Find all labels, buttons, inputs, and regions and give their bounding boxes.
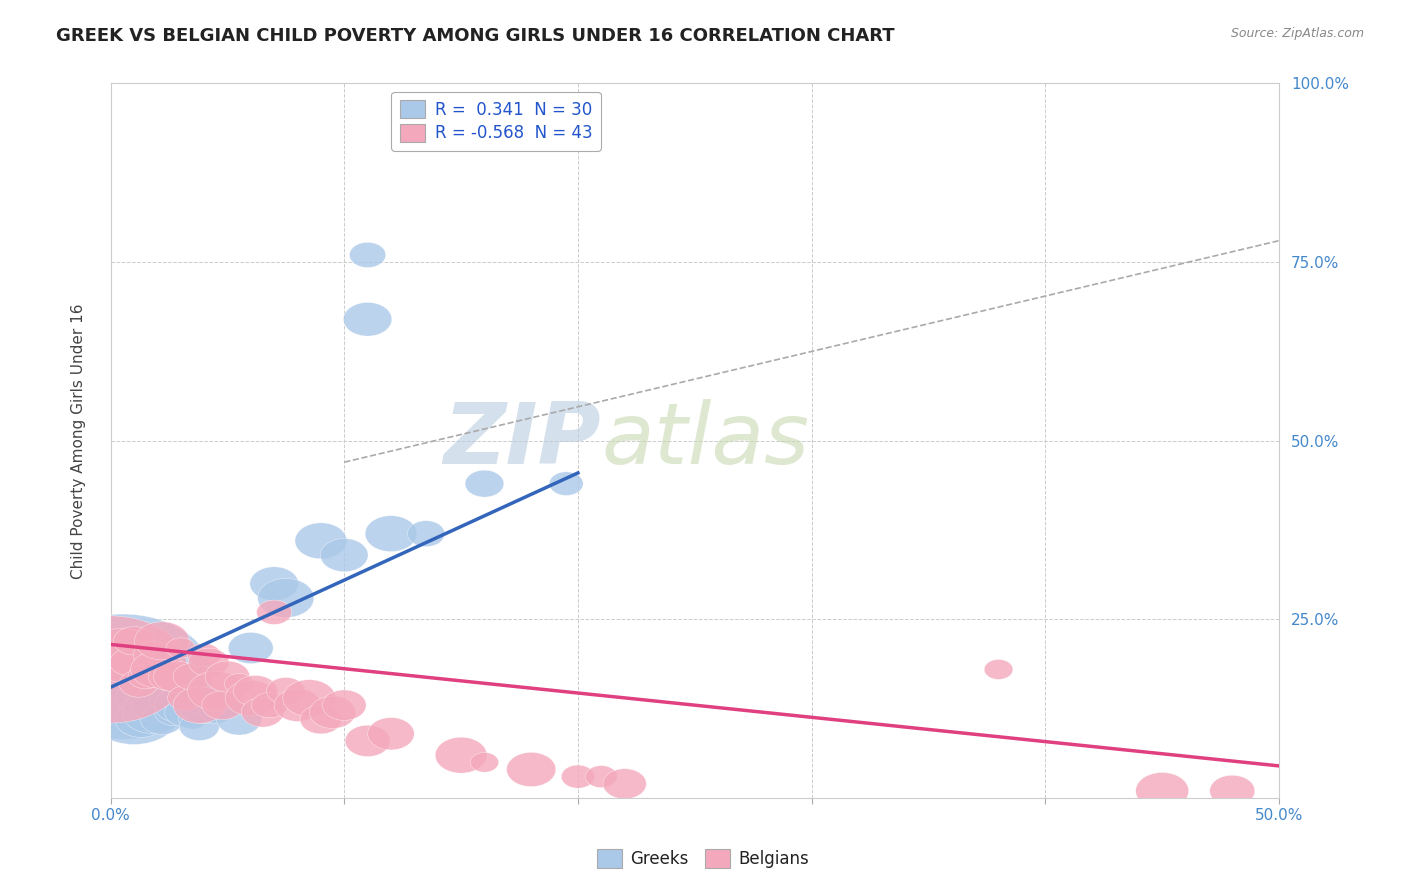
Legend: R =  0.341  N = 30, R = -0.568  N = 43: R = 0.341 N = 30, R = -0.568 N = 43 [391, 92, 600, 151]
Ellipse shape [135, 622, 190, 660]
Ellipse shape [200, 701, 232, 723]
Text: ZIP: ZIP [444, 400, 602, 483]
Ellipse shape [309, 696, 356, 729]
Ellipse shape [173, 687, 225, 723]
Ellipse shape [321, 539, 368, 572]
Ellipse shape [585, 765, 617, 788]
Ellipse shape [211, 694, 243, 716]
Ellipse shape [1136, 772, 1188, 809]
Ellipse shape [155, 699, 193, 725]
Ellipse shape [77, 655, 180, 727]
Ellipse shape [34, 615, 187, 723]
Ellipse shape [257, 578, 314, 617]
Ellipse shape [295, 523, 347, 558]
Ellipse shape [131, 651, 184, 688]
Ellipse shape [122, 691, 183, 733]
Text: GREEK VS BELGIAN CHILD POVERTY AMONG GIRLS UNDER 16 CORRELATION CHART: GREEK VS BELGIAN CHILD POVERTY AMONG GIR… [56, 27, 894, 45]
Ellipse shape [550, 472, 583, 495]
Ellipse shape [125, 691, 166, 719]
Ellipse shape [155, 687, 207, 723]
Ellipse shape [368, 717, 415, 750]
Text: atlas: atlas [602, 400, 810, 483]
Ellipse shape [217, 704, 262, 735]
Ellipse shape [167, 686, 202, 710]
Ellipse shape [132, 688, 183, 723]
Ellipse shape [166, 638, 195, 658]
Ellipse shape [344, 725, 389, 756]
Ellipse shape [179, 687, 231, 723]
Ellipse shape [274, 689, 321, 722]
Ellipse shape [205, 661, 250, 692]
Ellipse shape [84, 628, 160, 682]
Ellipse shape [343, 302, 392, 336]
Ellipse shape [603, 769, 647, 799]
Ellipse shape [120, 670, 157, 698]
Ellipse shape [322, 690, 366, 721]
Ellipse shape [32, 614, 212, 739]
Ellipse shape [366, 516, 416, 551]
Ellipse shape [173, 663, 211, 690]
Ellipse shape [233, 675, 277, 706]
Ellipse shape [179, 710, 207, 729]
Ellipse shape [180, 713, 219, 740]
Ellipse shape [188, 648, 229, 676]
Ellipse shape [225, 673, 254, 694]
Ellipse shape [187, 643, 221, 666]
Y-axis label: Child Poverty Among Girls Under 16: Child Poverty Among Girls Under 16 [72, 303, 86, 579]
Ellipse shape [153, 661, 198, 692]
Ellipse shape [984, 659, 1012, 680]
Ellipse shape [128, 665, 163, 689]
Ellipse shape [436, 737, 486, 773]
Ellipse shape [299, 705, 342, 734]
Ellipse shape [115, 701, 167, 738]
Ellipse shape [561, 765, 595, 789]
Ellipse shape [141, 705, 183, 734]
Ellipse shape [225, 681, 277, 715]
Ellipse shape [165, 698, 207, 727]
Ellipse shape [187, 672, 243, 710]
Ellipse shape [149, 662, 190, 691]
Ellipse shape [408, 521, 444, 547]
Legend: Greeks, Belgians: Greeks, Belgians [591, 843, 815, 875]
Ellipse shape [506, 752, 555, 787]
Ellipse shape [87, 681, 180, 745]
Ellipse shape [252, 692, 288, 718]
Ellipse shape [283, 680, 336, 716]
Ellipse shape [110, 648, 149, 676]
Text: Source: ZipAtlas.com: Source: ZipAtlas.com [1230, 27, 1364, 40]
Ellipse shape [115, 682, 162, 714]
Ellipse shape [228, 632, 273, 664]
Ellipse shape [114, 626, 155, 655]
Ellipse shape [250, 566, 298, 600]
Ellipse shape [242, 698, 284, 727]
Ellipse shape [1209, 775, 1254, 806]
Ellipse shape [134, 641, 172, 669]
Ellipse shape [256, 600, 291, 624]
Ellipse shape [267, 677, 305, 705]
Ellipse shape [350, 243, 385, 268]
Ellipse shape [202, 690, 243, 720]
Ellipse shape [149, 684, 188, 712]
Ellipse shape [471, 753, 499, 772]
Ellipse shape [465, 470, 503, 497]
